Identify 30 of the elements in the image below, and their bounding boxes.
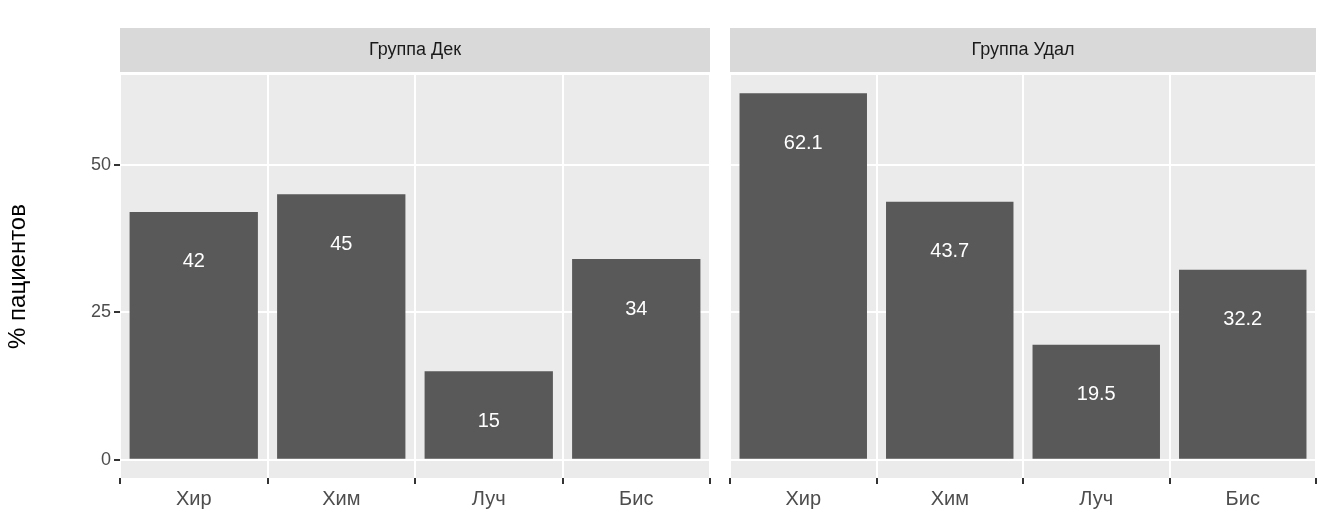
data-label: 62.1 (783, 130, 823, 153)
data-label: 32.2 (1223, 307, 1263, 330)
x-tick-label: Луч (1079, 486, 1114, 509)
y-tick-label: 25 (90, 301, 111, 322)
chart-title: Группа Дек (368, 38, 462, 59)
x-tick-label: Бис (619, 486, 654, 509)
data-label: 43.7 (930, 239, 970, 262)
x-tick-label: Хим (322, 486, 361, 509)
chart-title: Группа Удал (971, 38, 1075, 59)
data-label: 34 (625, 296, 648, 319)
bar (886, 201, 1014, 459)
x-tick-label: Хир (785, 486, 822, 509)
x-tick-label: Луч (471, 486, 506, 509)
bar (739, 93, 867, 459)
data-label: 42 (182, 249, 205, 272)
bar (1179, 269, 1307, 459)
y-tick-label: 0 (100, 448, 111, 469)
x-tick-label: Хир (175, 486, 212, 509)
bar (129, 211, 258, 459)
data-label: 15 (477, 408, 500, 431)
x-tick-label: Хим (930, 486, 969, 509)
data-label: 19.5 (1076, 382, 1116, 405)
x-tick-label: Бис (1225, 486, 1260, 509)
bar (277, 194, 406, 459)
bar (1032, 344, 1160, 459)
bar (572, 259, 701, 459)
data-label: 45 (330, 231, 353, 254)
bar (424, 371, 553, 459)
y-tick-label: 50 (90, 153, 111, 174)
y-axis-title: % пациентов (3, 204, 31, 349)
